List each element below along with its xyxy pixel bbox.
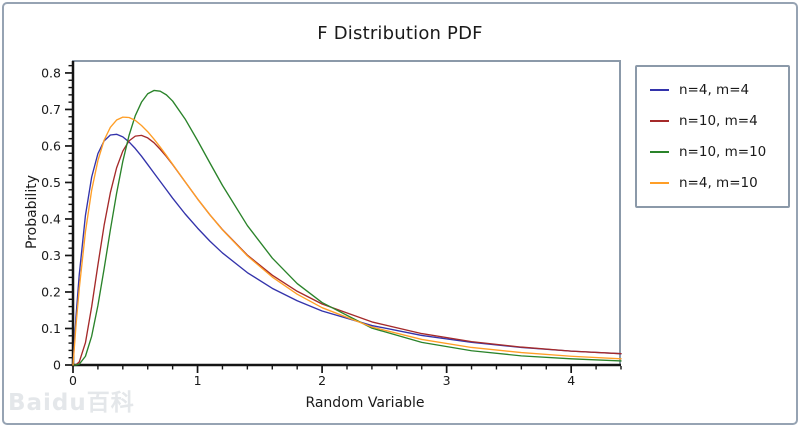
x-tick-label: 2 — [318, 373, 326, 388]
x-tick-label: 1 — [194, 373, 202, 388]
y-axis-label: Probability — [24, 175, 40, 250]
y-tick-label: 0.7 — [41, 102, 61, 117]
legend-item: n=10, m=10 — [650, 144, 784, 160]
y-tick-label: 0.1 — [41, 321, 61, 336]
y-tick-label: 0.6 — [41, 138, 61, 153]
x-tick-label: 4 — [567, 373, 575, 388]
legend-line-swatch — [650, 89, 669, 92]
baidu-watermark: Baidu百科 — [8, 390, 135, 416]
series-curve — [72, 116, 622, 366]
x-tick-label: 0 — [69, 373, 77, 388]
legend-label: n=10, m=10 — [679, 143, 767, 160]
series-curve — [72, 133, 622, 366]
legend-label: n=10, m=4 — [679, 113, 758, 130]
legend-item: n=4, m=10 — [650, 175, 784, 191]
y-tick-label: 0 — [53, 357, 61, 372]
legend-line-swatch — [650, 181, 669, 184]
legend-item: n=4, m=4 — [650, 82, 784, 98]
legend-line-swatch — [650, 150, 669, 153]
series-curve — [72, 89, 622, 366]
y-tick-label: 0.3 — [41, 248, 61, 263]
legend-box: n=4, m=4 n=10, m=4 n=10, m=10 n=4, m=10 — [635, 65, 790, 208]
x-axis-label: Random Variable — [305, 395, 425, 411]
y-tick-label: 0.5 — [41, 175, 61, 190]
x-tick-label: 3 — [443, 373, 451, 388]
legend-line-swatch — [650, 120, 669, 123]
chart-title: F Distribution PDF — [317, 23, 483, 44]
y-tick-label: 0.4 — [41, 211, 61, 226]
series-curve — [72, 134, 622, 366]
y-tick-label: 0.2 — [41, 284, 61, 299]
y-tick-label: 0.8 — [41, 65, 61, 80]
legend-label: n=4, m=10 — [679, 174, 758, 191]
legend-item: n=10, m=4 — [650, 113, 784, 129]
legend-label: n=4, m=4 — [679, 82, 750, 99]
